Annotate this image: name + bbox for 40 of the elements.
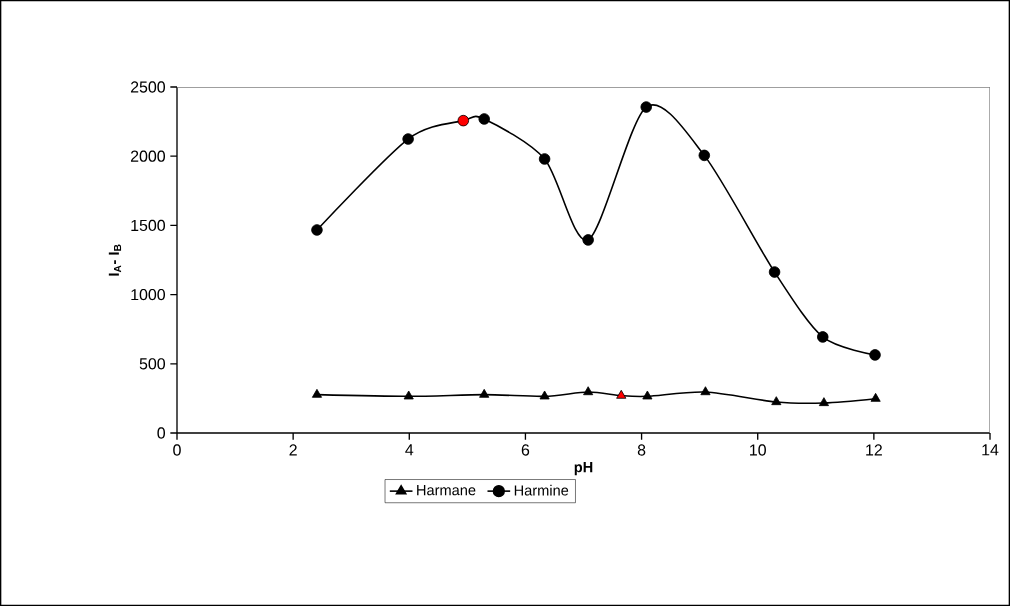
point — [457, 114, 470, 127]
legend-label: Harmane — [417, 485, 476, 496]
point — [538, 153, 551, 165]
y-tick-label: 2500 — [130, 81, 166, 93]
point — [479, 388, 490, 398]
x-axis-title: pH — [574, 462, 593, 476]
x-tick-label: 2 — [289, 444, 297, 456]
point — [817, 331, 829, 343]
x-tick-label: 4 — [405, 444, 414, 456]
x-tick-label: 14 — [982, 444, 999, 456]
point — [539, 390, 550, 400]
y-tick-label: 1000 — [131, 288, 166, 301]
x-tick-label: 0 — [173, 444, 181, 456]
y-tick-label: 0 — [157, 427, 166, 439]
point — [583, 386, 594, 396]
point — [771, 396, 782, 406]
point — [818, 397, 829, 407]
point — [642, 390, 653, 400]
point — [768, 266, 781, 278]
x-tick-label: 6 — [521, 444, 530, 456]
x-tick-label: 10 — [750, 444, 766, 456]
legend-label: Harmine — [514, 484, 569, 496]
y-tick-label: 2000 — [130, 150, 166, 162]
point — [698, 149, 711, 162]
point — [403, 390, 414, 400]
point — [869, 349, 881, 361]
y-tick-label: 1500 — [131, 219, 166, 232]
point — [582, 234, 594, 246]
x-tick-label: 8 — [637, 444, 646, 456]
y-axis-title: I$_{A}$- I$_{B}$ — [108, 244, 122, 276]
point — [478, 113, 490, 125]
point — [311, 224, 323, 236]
point — [870, 392, 881, 402]
x-tick-label: 12 — [866, 444, 882, 456]
point — [311, 388, 322, 398]
point — [402, 133, 414, 145]
point — [640, 101, 652, 113]
y-tick-label: 500 — [139, 358, 166, 370]
point — [616, 389, 627, 399]
point — [700, 386, 711, 396]
